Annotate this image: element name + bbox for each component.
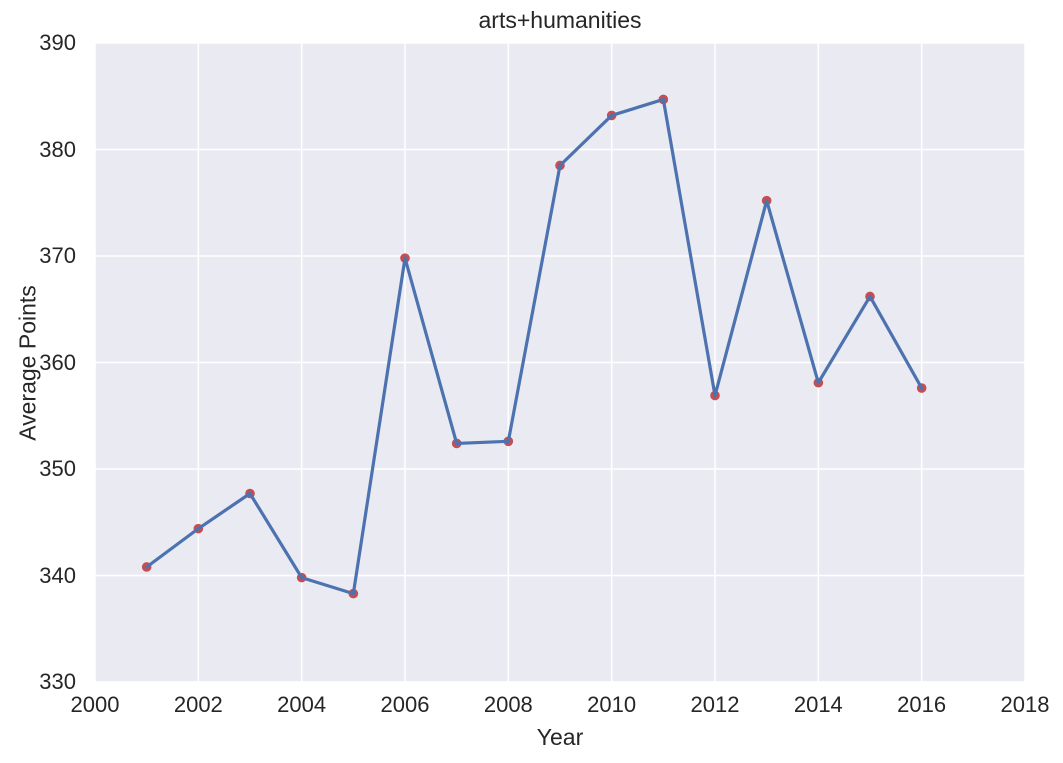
x-tick-label: 2012 bbox=[690, 692, 740, 717]
y-tick-label: 340 bbox=[39, 562, 76, 588]
x-tick-label: 2010 bbox=[587, 692, 637, 717]
chart-title: arts+humanities bbox=[478, 7, 642, 33]
y-tick-label: 350 bbox=[39, 456, 76, 481]
y-tick-label: 360 bbox=[39, 349, 76, 375]
x-tick-label: 2018 bbox=[1000, 692, 1050, 717]
x-tick-label: 2008 bbox=[483, 692, 533, 717]
plot-area bbox=[95, 43, 1025, 682]
y-tick-label: 380 bbox=[39, 136, 76, 162]
x-axis-label: Year bbox=[536, 724, 584, 750]
y-tick-label: 370 bbox=[39, 243, 76, 268]
y-tick-label: 330 bbox=[39, 669, 76, 694]
x-tick-label: 2004 bbox=[277, 692, 327, 717]
line-series bbox=[145, 97, 924, 596]
x-tick-label: 2014 bbox=[793, 692, 843, 717]
y-tick-label: 390 bbox=[39, 30, 76, 55]
x-tick-label: 2002 bbox=[173, 692, 223, 717]
x-tick-label: 2000 bbox=[70, 692, 120, 717]
x-tick-label: 2006 bbox=[380, 692, 430, 717]
x-tick-label: 2016 bbox=[897, 692, 947, 717]
plot-svg bbox=[95, 43, 1025, 682]
